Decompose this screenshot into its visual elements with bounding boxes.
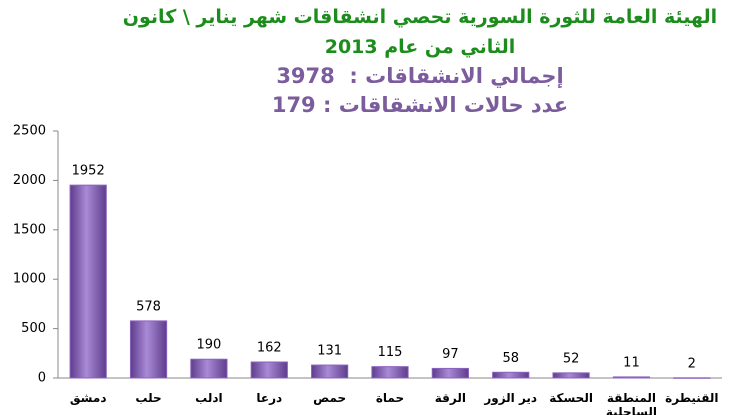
chart-subtitle: إجمالي الانشقاقات : 3978	[276, 64, 564, 88]
bar	[190, 358, 228, 379]
chart-title: الهيئة العامة للثورة السورية تحصي انشقاق…	[122, 6, 718, 58]
data-label: 162	[257, 340, 282, 355]
bar	[612, 376, 651, 379]
chart-subtitle: عدد حالات الانشقاقات : 179	[271, 93, 569, 117]
data-label: 578	[136, 299, 161, 314]
x-tick-label: المنطقة الساحلية	[605, 391, 657, 415]
data-label: 190	[196, 338, 221, 353]
data-label: 131	[317, 344, 342, 359]
bar	[552, 372, 590, 379]
x-tick-label: حلب	[135, 391, 162, 405]
y-tick-label: 1000	[13, 272, 46, 287]
x-tick-label: حماة	[375, 391, 405, 405]
bar	[492, 371, 530, 379]
data-label: 52	[563, 351, 580, 366]
y-tick-label: 2000	[13, 173, 46, 188]
data-label: 115	[378, 345, 403, 360]
bar	[431, 367, 469, 379]
bar	[673, 377, 711, 379]
x-tick-label: دمشق	[69, 391, 107, 405]
y-tick-label: 2500	[13, 124, 46, 139]
data-label: 58	[502, 351, 519, 366]
x-tick-label: حمص	[313, 391, 347, 405]
y-tick-label: 500	[21, 321, 46, 336]
bar	[129, 320, 168, 379]
y-tick-label: 0	[38, 371, 46, 386]
y-tick-label: 1500	[13, 222, 46, 237]
data-label: 11	[623, 355, 640, 370]
data-label: 2	[688, 356, 696, 371]
x-tick-label: دير الزور	[484, 391, 538, 405]
bar	[69, 184, 107, 379]
x-tick-label: القنيطرة	[665, 391, 719, 405]
x-tick-label: ادلب	[195, 391, 223, 405]
x-tick-label: درعا	[256, 391, 283, 405]
x-tick-label: الرقة	[434, 391, 466, 405]
x-tick-label: الحسكة	[549, 391, 593, 405]
data-label: 1952	[72, 164, 105, 179]
bar	[311, 364, 349, 379]
bar	[371, 366, 409, 379]
data-label: 97	[442, 347, 459, 362]
bar	[250, 361, 288, 379]
